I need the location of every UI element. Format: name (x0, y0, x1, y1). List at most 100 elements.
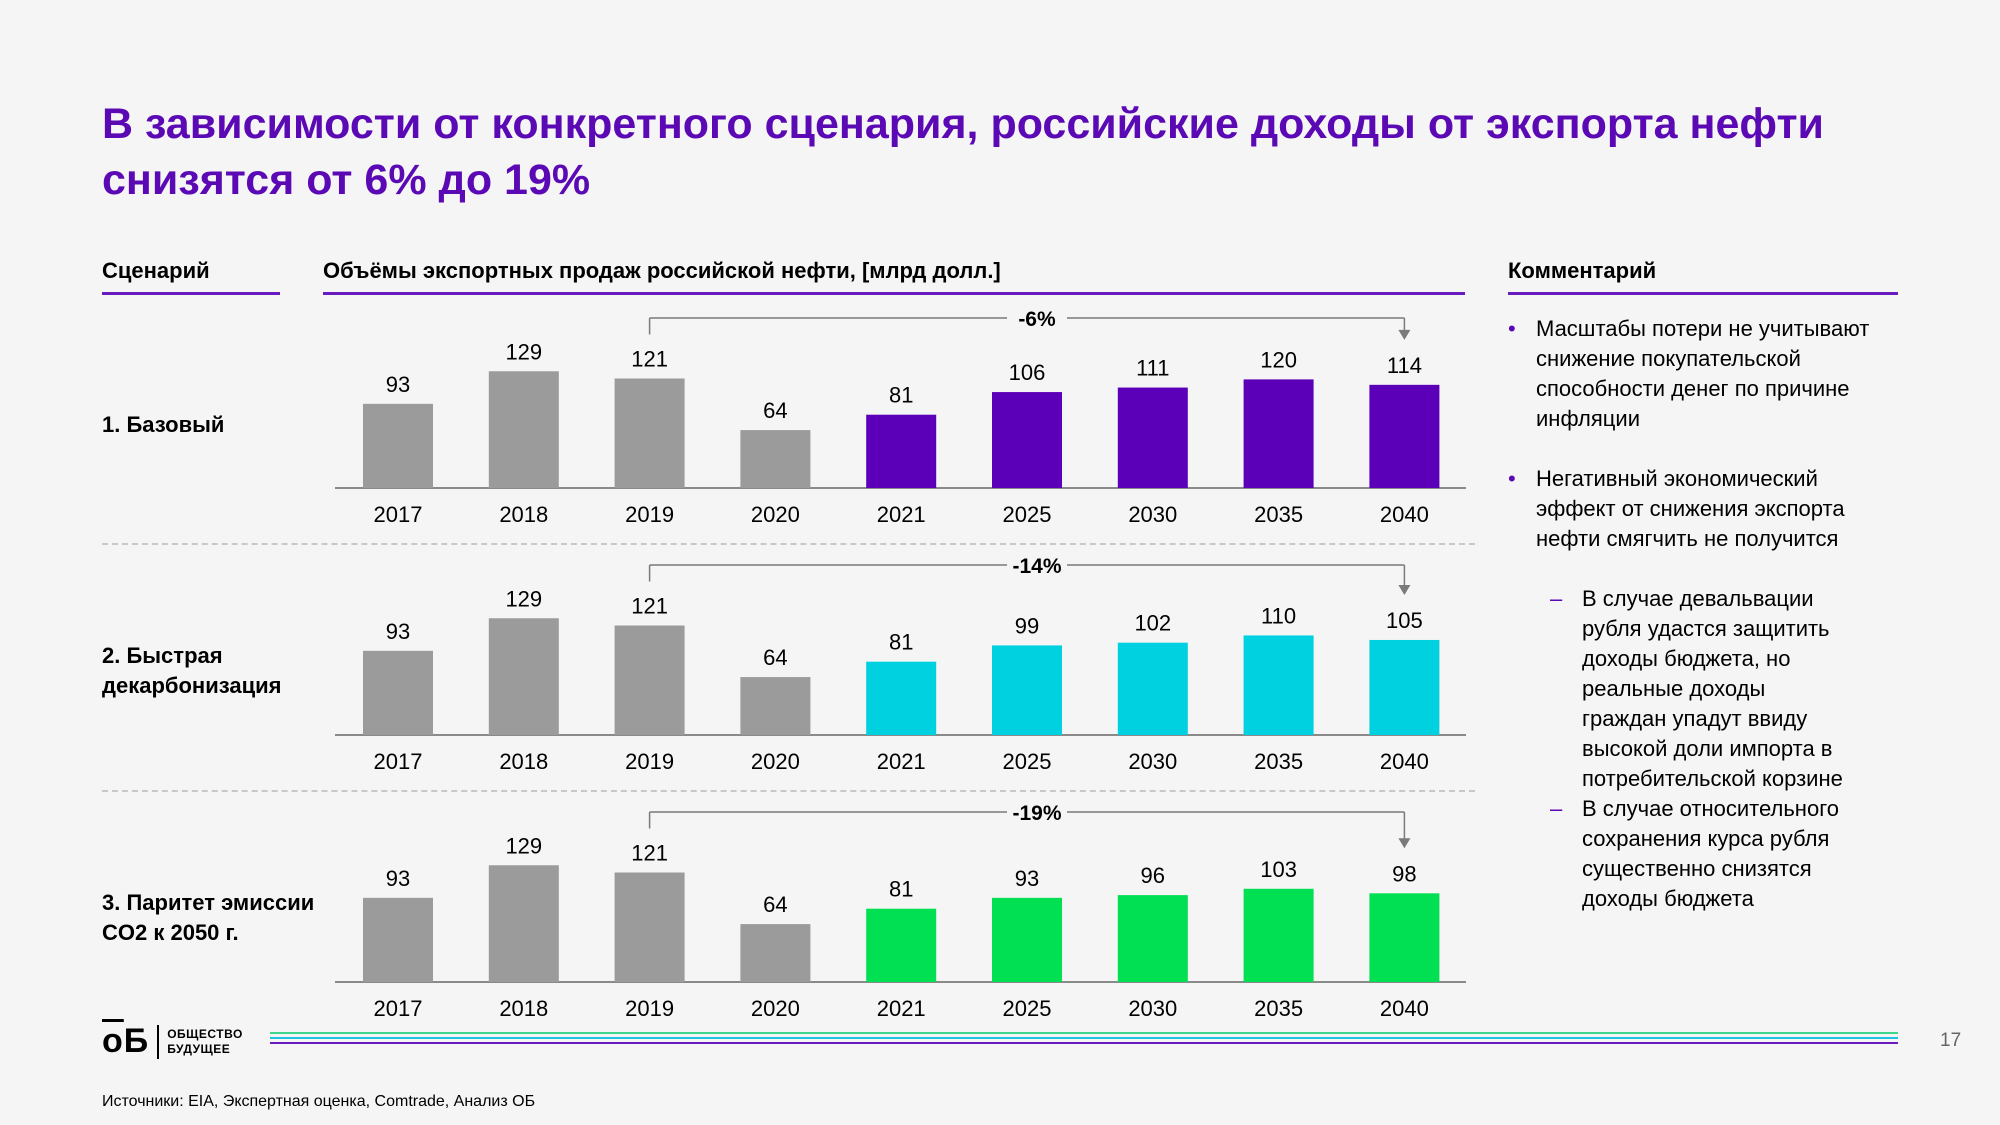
footer-stripe (270, 1032, 1898, 1034)
value-label: 121 (631, 593, 668, 618)
bar (363, 650, 433, 735)
dash-marker: – (1550, 796, 1563, 821)
category-label: 2017 (374, 502, 423, 527)
slide-title: В зависимости от конкретного сценария, р… (102, 96, 1902, 208)
bar (740, 924, 811, 982)
value-label: 120 (1260, 347, 1297, 372)
category-label: 2035 (1254, 996, 1303, 1021)
category-label: 2040 (1380, 996, 1429, 1021)
value-label: 105 (1386, 608, 1423, 633)
bar (614, 378, 685, 488)
category-label: 2021 (877, 749, 926, 774)
logo-text: ОБЩЕСТВО БУДУЩЕЕ (167, 1026, 243, 1056)
value-label: 93 (1015, 866, 1039, 891)
value-label: 96 (1141, 863, 1165, 888)
change-label: -14% (1012, 555, 1061, 578)
row-separator (102, 790, 1475, 792)
bar (866, 661, 937, 735)
category-label: 2040 (1380, 749, 1429, 774)
comment-sub-bullet-2: – В случае относительного сохранения кур… (1550, 796, 1839, 911)
bullet-dot: • (1508, 466, 1516, 491)
logo-mark: оБ (102, 1022, 150, 1060)
value-label: 103 (1260, 857, 1297, 882)
value-label: 64 (763, 892, 787, 917)
value-label: 93 (386, 866, 410, 891)
scenario-label-fast-decarbonization: 2. Быстрая декарбонизация (102, 643, 282, 698)
category-label: 2021 (877, 996, 926, 1021)
value-label: 129 (505, 339, 542, 364)
title-line-2: снизятся от 6% до 19% (102, 156, 591, 204)
row-separator (102, 543, 1475, 545)
change-arrowhead (1398, 838, 1411, 849)
comment-sub-bullet-1: – В случае девальвации рубля удастся защ… (1550, 586, 1843, 791)
bar (1243, 379, 1314, 488)
bar (614, 872, 685, 982)
bar (488, 865, 559, 982)
bar (992, 645, 1062, 735)
bar (363, 897, 433, 982)
change-label-bg (1007, 798, 1067, 826)
category-label: 2020 (751, 996, 800, 1021)
value-label: 64 (763, 645, 787, 670)
bar (1117, 387, 1188, 488)
footer-stripe (270, 1037, 1898, 1039)
value-label: 129 (505, 833, 542, 858)
footer-stripes (270, 1032, 1898, 1050)
value-label: 81 (889, 877, 913, 902)
category-label: 2021 (877, 502, 926, 527)
scenario-label-co2-parity: 3. Паритет эмиссии CO2 к 2050 г. (102, 890, 315, 945)
bar (1117, 895, 1188, 982)
title-line-1: В зависимости от конкретного сценария, р… (102, 100, 1824, 148)
category-label: 2025 (1003, 502, 1052, 527)
change-label-bg (1007, 304, 1067, 332)
bar (740, 677, 811, 735)
value-label: 121 (631, 346, 668, 371)
ob-logo: оБ ОБЩЕСТВО БУДУЩЕЕ (102, 1022, 243, 1061)
category-label: 2020 (751, 749, 800, 774)
value-label: 129 (505, 586, 542, 611)
bar (488, 618, 559, 735)
category-label: 2018 (499, 749, 548, 774)
category-label: 2035 (1254, 502, 1303, 527)
value-label: 93 (386, 619, 410, 644)
value-label: 102 (1134, 611, 1171, 636)
bar (1369, 384, 1440, 488)
value-label: 64 (763, 398, 787, 423)
scenario-header: Сценарий (102, 258, 280, 295)
category-label: 2017 (374, 996, 423, 1021)
change-label: -19% (1012, 802, 1061, 825)
value-label: 98 (1392, 861, 1416, 886)
bullet-dot: • (1508, 316, 1516, 341)
bar (866, 414, 937, 488)
volumes-header: Объёмы экспортных продаж российской нефт… (323, 258, 1465, 295)
bar (866, 908, 937, 982)
sources-note: Источники: EIA, Экспертная оценка, Comtr… (102, 1093, 536, 1110)
comment-bullet-2: • Негативный экономический эффект от сни… (1508, 466, 1845, 551)
bar (1369, 893, 1440, 982)
category-label: 2035 (1254, 749, 1303, 774)
change-arrowhead (1398, 329, 1411, 340)
category-label: 2025 (1003, 996, 1052, 1021)
category-label: 2020 (751, 502, 800, 527)
category-label: 2019 (625, 996, 674, 1021)
scenario-label-base: 1. Базовый (102, 412, 225, 437)
bar (1243, 888, 1314, 982)
comment-bullet-1: • Масштабы потери не учитывают снижение … (1508, 316, 1870, 431)
logo-divider (157, 1024, 160, 1059)
value-label: 110 (1261, 603, 1296, 628)
change-arrowhead (1398, 584, 1411, 595)
category-label: 2025 (1003, 749, 1052, 774)
bar (992, 897, 1062, 982)
bar (1369, 639, 1440, 735)
category-label: 2019 (625, 502, 674, 527)
comments-panel: • Масштабы потери не учитывают снижение … (1508, 314, 1908, 914)
bar (1243, 635, 1314, 735)
value-label: 121 (631, 840, 668, 865)
dash-marker: – (1550, 586, 1563, 611)
value-label: 106 (1009, 360, 1046, 385)
value-label: 81 (889, 383, 913, 408)
bar (363, 403, 433, 488)
value-label: 111 (1136, 356, 1169, 381)
category-label: 2030 (1128, 502, 1177, 527)
